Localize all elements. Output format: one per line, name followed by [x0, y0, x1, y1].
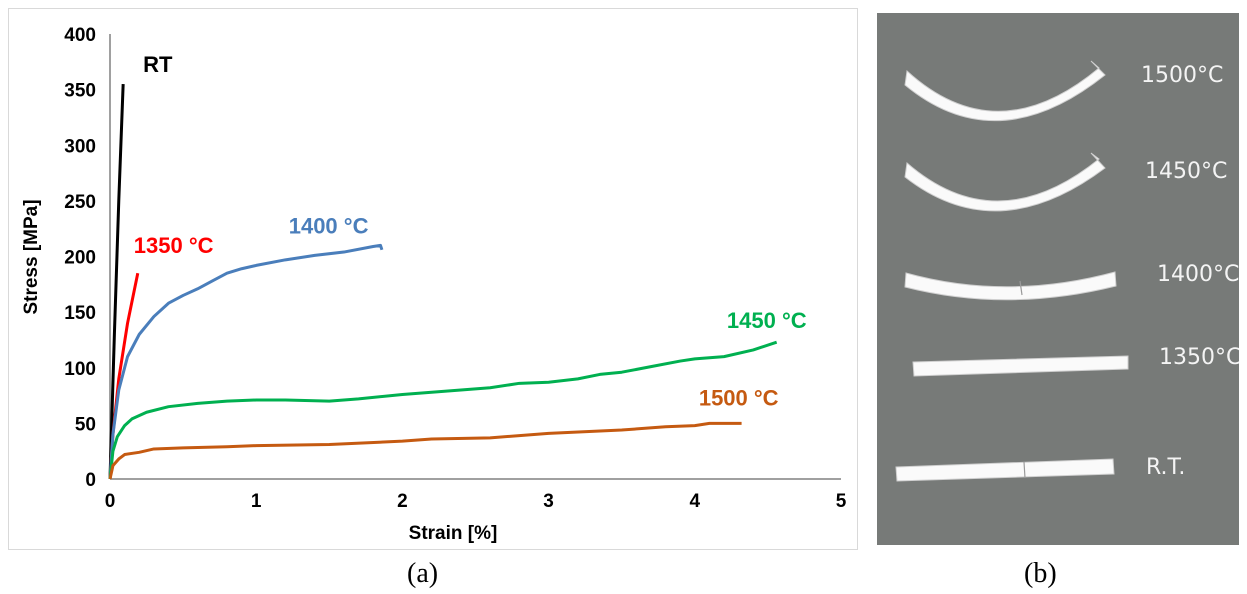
series-label-4: 1500 °C: [699, 385, 779, 410]
series-line-4: [108, 421, 742, 480]
series-label-1: 1350 °C: [134, 233, 214, 258]
specimen-rt-crack: [1023, 461, 1026, 479]
y-axis-title: Stress [MPa]: [21, 199, 42, 314]
series-label-2: 1400 °C: [289, 213, 369, 238]
y-tick-label: 200: [64, 248, 96, 269]
photo-label-1450: 1450°C: [1145, 159, 1228, 184]
x-tick-label: 5: [836, 491, 847, 512]
x-axis-title: Strain [%]: [409, 523, 498, 544]
y-tick-label: 250: [64, 192, 96, 213]
stress-strain-chart: 0 1 2 3 4 5 0 50 100 150 200 250 300 350 400 RT 1350 °…: [8, 8, 858, 550]
x-tick-label: 2: [397, 491, 408, 512]
x-tick-label: 0: [105, 491, 116, 512]
x-tick-label: 4: [690, 491, 701, 512]
axes: [109, 34, 841, 480]
series-line-3: [108, 340, 778, 480]
y-tick-labels: 0 50 100 150 200 250 300 350 400: [64, 25, 96, 491]
y-tick-label: 150: [64, 303, 96, 324]
series-line-2: [108, 243, 384, 480]
specimen-1400: [904, 271, 1117, 301]
specimen-1450: [904, 152, 1106, 212]
caption-b: (b): [1024, 558, 1057, 589]
specimen-1500: [904, 60, 1106, 121]
specimen-1350: [912, 355, 1129, 377]
x-tick-label: 1: [251, 491, 262, 512]
y-tick-label: 100: [64, 359, 96, 380]
series-lines: [108, 84, 778, 480]
specimen-rt: [895, 458, 1115, 482]
x-tick-label: 3: [543, 491, 554, 512]
specimen-1400-crack: [1019, 280, 1023, 296]
series-label-3: 1450 °C: [727, 308, 807, 333]
series-label-0: RT: [143, 52, 173, 77]
series-line-0: [108, 84, 125, 480]
x-tick-labels: 0 1 2 3 4 5: [105, 491, 847, 512]
specimen-drawing: [895, 60, 1129, 482]
y-tick-label: 300: [64, 136, 96, 157]
series-labels: RT 1350 °C 1400 °C 1450 °C 1500 °C: [134, 52, 807, 410]
photo-label-1350: 1350°C: [1159, 345, 1239, 370]
caption-a: (a): [407, 558, 439, 589]
y-tick-label: 400: [64, 25, 96, 46]
y-tick-label: 0: [85, 470, 96, 491]
y-tick-label: 50: [75, 414, 96, 435]
photo-label-1400: 1400°C: [1157, 262, 1239, 287]
y-tick-label: 350: [64, 81, 96, 102]
chart-canvas: 0 1 2 3 4 5 0 50 100 150 200 250 300 350 400 RT 1350 °…: [21, 25, 847, 544]
photo-label-rt: R.T.: [1146, 455, 1186, 480]
photo-label-1500: 1500°C: [1141, 63, 1224, 88]
specimen-photo: 1500°C 1450°C 1400°C 1350°C R.T.: [877, 13, 1239, 545]
